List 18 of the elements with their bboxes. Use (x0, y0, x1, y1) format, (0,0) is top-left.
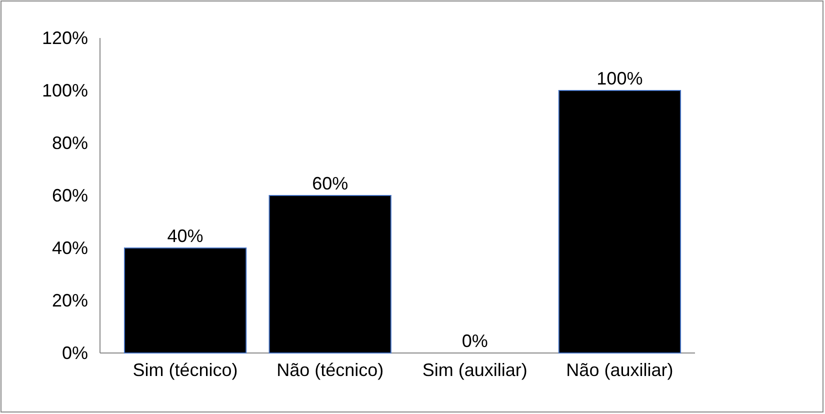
x-tick-label: Sim (técnico) (132, 360, 238, 380)
data-label: 60% (312, 174, 348, 194)
y-tick-label: 100% (42, 80, 88, 100)
y-tick-label: 0% (62, 342, 88, 363)
y-tick-label: 60% (52, 185, 88, 206)
bar (558, 90, 682, 354)
bar (124, 248, 247, 354)
y-tick-label: 120% (42, 28, 88, 48)
data-label: 100% (596, 68, 643, 88)
y-tick-label: 80% (52, 132, 88, 153)
x-tick-label: Sim (auxiliar) (422, 360, 528, 380)
data-label: 0% (462, 331, 488, 351)
x-tick-label: Não (técnico) (276, 360, 384, 380)
data-label: 40% (167, 226, 204, 246)
x-tick-label: Não (auxiliar) (566, 360, 674, 380)
y-tick-label: 40% (52, 238, 88, 258)
bar (268, 195, 392, 354)
y-tick-label: 20% (52, 290, 88, 310)
